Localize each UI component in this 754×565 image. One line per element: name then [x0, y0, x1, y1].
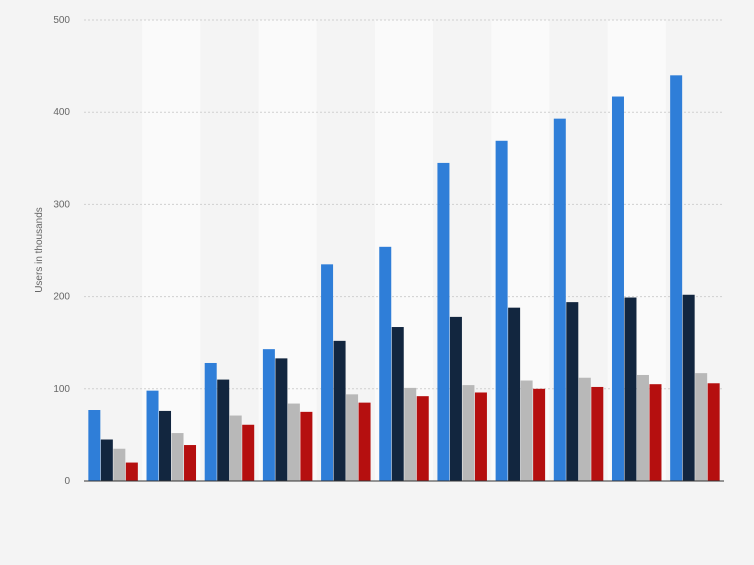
bar[interactable] [217, 379, 230, 481]
bar[interactable] [346, 394, 359, 481]
bar[interactable] [636, 374, 649, 481]
bar[interactable] [159, 410, 172, 481]
bar[interactable] [358, 402, 371, 481]
bar[interactable] [88, 410, 101, 481]
bar[interactable] [462, 385, 475, 481]
bar[interactable] [321, 264, 334, 481]
y-axis-ticks: 0 100 200 300 400 500 [53, 15, 70, 487]
bar[interactable] [171, 433, 184, 481]
bar[interactable] [578, 377, 591, 481]
bar[interactable] [591, 386, 604, 481]
y-tick-label: 500 [53, 15, 70, 26]
y-tick-label: 100 [53, 384, 70, 395]
bar[interactable] [229, 415, 242, 481]
bar[interactable] [333, 340, 346, 481]
bar[interactable] [611, 96, 624, 481]
bar[interactable] [533, 388, 546, 481]
bar[interactable] [404, 387, 417, 481]
bar[interactable] [449, 316, 462, 481]
bar[interactable] [100, 439, 113, 481]
bar[interactable] [553, 118, 566, 482]
bar[interactable] [184, 445, 197, 481]
bars [88, 75, 720, 482]
bar[interactable] [707, 383, 720, 481]
bar[interactable] [125, 462, 138, 481]
y-tick-label: 0 [64, 476, 70, 487]
y-axis-label: Users in thousands [34, 207, 45, 293]
bar[interactable] [695, 373, 708, 481]
bar[interactable] [566, 302, 579, 481]
y-tick-label: 200 [53, 292, 70, 303]
bar[interactable] [495, 140, 508, 482]
bar[interactable] [508, 307, 521, 481]
y-tick-label: 400 [53, 107, 70, 118]
bar[interactable] [416, 396, 429, 481]
bar[interactable] [262, 349, 275, 481]
bar[interactable] [287, 403, 300, 481]
bar[interactable] [520, 380, 533, 481]
bar[interactable] [474, 392, 487, 481]
y-tick-label: 300 [53, 199, 70, 210]
bar[interactable] [204, 362, 217, 481]
bar[interactable] [242, 424, 255, 481]
bar[interactable] [300, 411, 313, 481]
bar[interactable] [670, 75, 683, 481]
bar[interactable] [146, 390, 159, 481]
bar[interactable] [437, 162, 450, 481]
bar[interactable] [275, 358, 288, 481]
bar[interactable] [682, 294, 695, 481]
bar[interactable] [379, 246, 392, 481]
bar[interactable] [624, 297, 637, 481]
bar[interactable] [113, 448, 126, 481]
bar[interactable] [391, 327, 404, 481]
bar[interactable] [649, 384, 662, 481]
